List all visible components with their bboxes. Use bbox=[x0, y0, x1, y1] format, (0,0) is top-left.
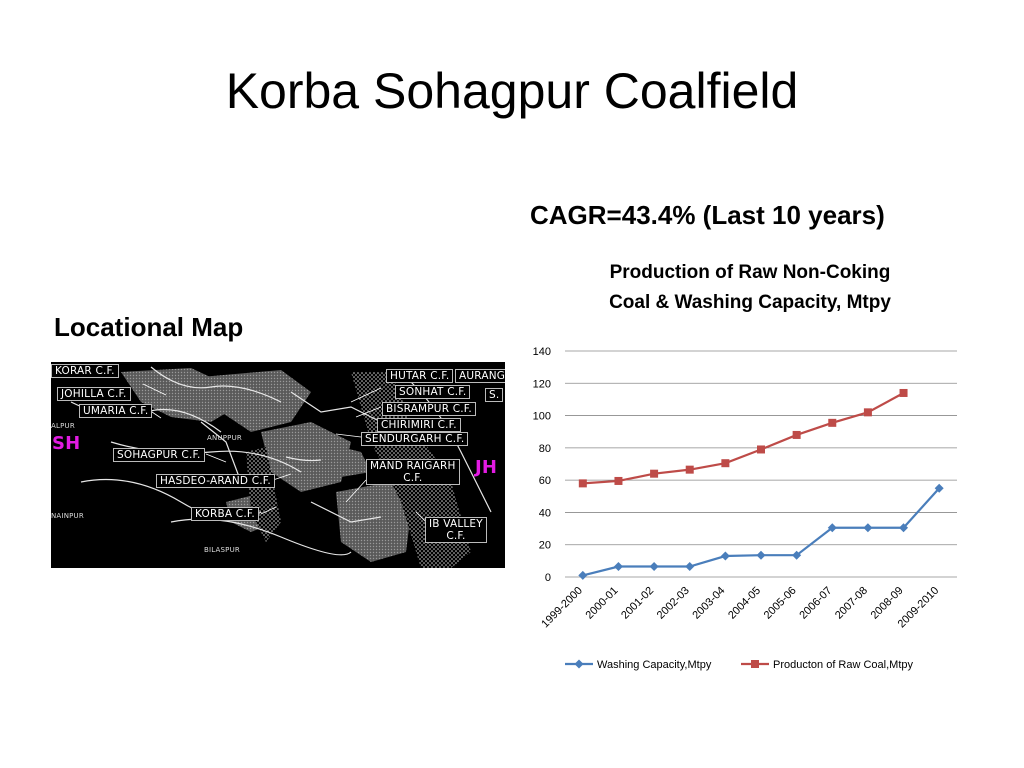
y-tick-label: 100 bbox=[533, 411, 551, 423]
data-point bbox=[792, 430, 801, 439]
map-label-hasdeo: HASDEO-ARAND C.F. bbox=[156, 474, 275, 488]
map-label-mand-raigarh: MAND RAIGARH C.F. bbox=[366, 459, 460, 485]
chart-title-line1: Production of Raw Non-Coking bbox=[609, 262, 891, 283]
map-label-korar: KORAR C.F. bbox=[51, 364, 119, 378]
map-label-ib-line1: IB VALLEY bbox=[429, 518, 483, 530]
legend-marker bbox=[574, 659, 584, 669]
x-tick-label: 2003-04 bbox=[690, 585, 727, 622]
y-tick-label: 20 bbox=[539, 540, 551, 552]
map-label-alpur: ALPUR bbox=[51, 422, 75, 430]
y-tick-label: 140 bbox=[533, 346, 551, 358]
map-label-ib-valley: IB VALLEY C.F. bbox=[425, 517, 487, 543]
data-point bbox=[827, 523, 837, 533]
data-point bbox=[792, 550, 802, 560]
map-label-sendurgarh: SENDURGARH C.F. bbox=[361, 432, 469, 446]
data-point bbox=[863, 523, 873, 533]
map-label-sh: SH bbox=[52, 433, 81, 454]
data-point bbox=[685, 465, 694, 474]
coalfield-area bbox=[201, 370, 311, 432]
data-point bbox=[756, 550, 766, 560]
legend-label: Washing Capacity,Mtpy bbox=[597, 659, 712, 671]
data-point bbox=[934, 483, 944, 493]
map-label-korba: KORBA C.F. bbox=[191, 507, 259, 521]
coalfield-area bbox=[336, 482, 411, 562]
x-tick-label: 2004-05 bbox=[726, 585, 763, 622]
x-tick-label: 2006-07 bbox=[797, 585, 834, 622]
x-tick-label: 2007-08 bbox=[833, 585, 870, 622]
chart-title: Production of Raw Non-Coking Coal & Wash… bbox=[560, 258, 940, 318]
map-label-s: S. bbox=[485, 388, 504, 402]
data-point bbox=[578, 479, 587, 488]
data-point bbox=[757, 445, 765, 454]
map-label-hutar: HUTAR C.F. bbox=[386, 369, 454, 383]
map-label-jh: JH bbox=[475, 457, 498, 478]
map-label-sonhat: SONHAT C.F. bbox=[395, 385, 471, 399]
map-label-johilla: JOHILLA C.F. bbox=[57, 387, 131, 401]
map-label-bisrampur: BISRAMPUR C.F. bbox=[382, 402, 476, 416]
coalfield-area bbox=[261, 422, 351, 492]
data-point bbox=[614, 476, 623, 485]
data-point bbox=[720, 551, 730, 561]
data-point bbox=[650, 469, 659, 478]
data-point bbox=[828, 418, 837, 427]
legend-label: Producton of Raw Coal,Mtpy bbox=[773, 659, 914, 671]
data-point bbox=[721, 459, 730, 468]
map-label-auranga: AURANG bbox=[455, 369, 505, 383]
line-chart: 0 20 40 60 80 100 120 140 1999-20002000-012001-0… bbox=[533, 346, 957, 671]
map-heading: Locational Map bbox=[54, 312, 244, 342]
data-point bbox=[685, 562, 695, 572]
map-label-nainpur: NAINPUR bbox=[51, 512, 84, 520]
x-tick-label: 2000-01 bbox=[584, 585, 621, 622]
locational-map: KORAR C.F. JOHILLA C.F. UMARIA C.F. ALPU… bbox=[51, 362, 505, 568]
data-point bbox=[578, 570, 588, 580]
map-label-sohagpur: SOHAGPUR C.F. bbox=[113, 448, 205, 462]
map-label-umaria: UMARIA C.F. bbox=[79, 404, 153, 418]
x-tick-label: 1999-2000 bbox=[539, 585, 585, 631]
data-point bbox=[899, 388, 908, 397]
slide-title: Korba Sohagpur Coalfield bbox=[225, 63, 799, 119]
map-label-ib-line2: C.F. bbox=[446, 530, 466, 542]
series-line bbox=[582, 487, 940, 577]
legend-marker bbox=[751, 660, 759, 668]
y-tick-label: 60 bbox=[539, 475, 551, 487]
cagr-heading: CAGR=43.4% (Last 10 years) bbox=[530, 200, 885, 230]
chart-title-line2: Coal & Washing Capacity, Mtpy bbox=[609, 292, 891, 313]
map-label-anuppur: ANUPPUR bbox=[207, 434, 242, 442]
map-label-mand-line2: C.F. bbox=[403, 472, 423, 484]
y-tick-label: 40 bbox=[539, 507, 551, 519]
y-tick-label: 120 bbox=[533, 378, 551, 390]
y-tick-label: 0 bbox=[545, 572, 551, 584]
x-tick-label: 2005-06 bbox=[762, 585, 799, 622]
data-point bbox=[649, 562, 659, 572]
data-point bbox=[863, 408, 872, 417]
series-line bbox=[582, 392, 905, 485]
x-tick-label: 2002-03 bbox=[655, 585, 692, 622]
data-point bbox=[613, 562, 623, 572]
map-label-chirimiri: CHIRIMIRI C.F. bbox=[377, 418, 461, 432]
map-label-bilaspur: BILASPUR bbox=[204, 546, 240, 554]
y-tick-label: 80 bbox=[539, 443, 551, 455]
x-tick-label: 2001-02 bbox=[619, 585, 656, 622]
map-label-mand-line1: MAND RAIGARH bbox=[370, 460, 456, 472]
data-point bbox=[899, 523, 909, 533]
coalfield-area bbox=[301, 437, 371, 477]
